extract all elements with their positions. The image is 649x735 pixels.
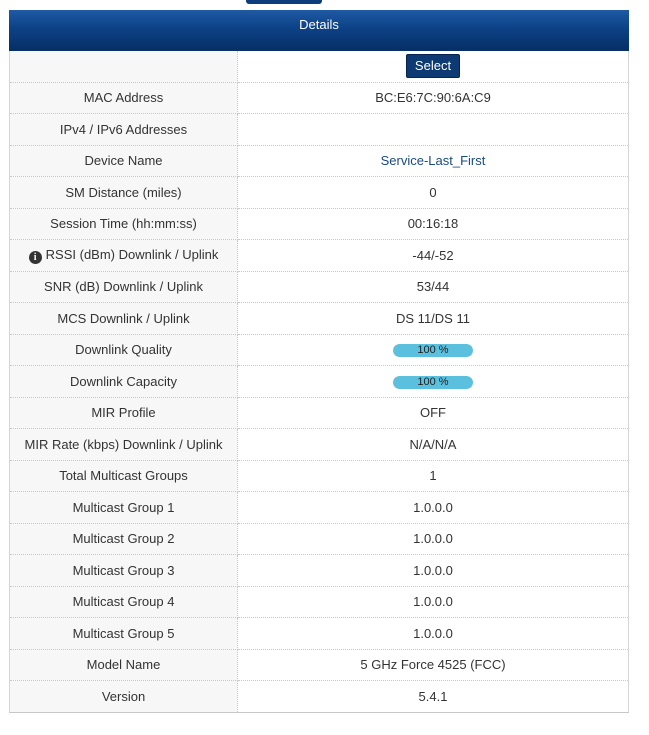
multicast-group-1-value: 1.0.0.0 [237,491,629,524]
table-row: MIR Profile OFF [9,397,629,429]
multicast-group-5-label: Multicast Group 5 [9,617,238,650]
downlink-quality-value: 100 % [417,344,449,357]
device-name-label: Device Name [9,145,238,177]
table-row: Multicast Group 3 1.0.0.0 [9,554,629,587]
ip-addresses-value [237,113,629,146]
downlink-capacity-bar: 100 % [393,375,473,389]
mac-address-label: MAC Address [9,82,238,114]
table-row: MIR Rate (kbps) Downlink / Uplink N/A/N/… [9,428,629,461]
downlink-quality-bar: 100 % [393,344,473,358]
session-time-label: Session Time (hh:mm:ss) [9,208,238,240]
table-row: SM Distance (miles) 0 [9,176,629,209]
total-multicast-label: Total Multicast Groups [9,460,238,492]
multicast-group-2-label: Multicast Group 2 [9,523,238,555]
table-row: i RSSI (dBm) Downlink / Uplink -44/-52 [9,239,629,272]
model-name-value: 5 GHz Force 4525 (FCC) [237,649,629,681]
snr-label: SNR (dB) Downlink / Uplink [9,271,238,303]
label-cell [9,51,238,83]
model-name-label: Model Name [9,649,238,681]
table-row: Downlink Quality 100 % [9,334,629,366]
table-row: Select [9,51,629,83]
mir-profile-value: OFF [237,397,629,429]
rssi-value: -44/-52 [237,239,629,272]
mir-rate-label: MIR Rate (kbps) Downlink / Uplink [9,428,238,461]
multicast-group-1-label: Multicast Group 1 [9,491,238,524]
multicast-group-4-value: 1.0.0.0 [237,586,629,618]
downlink-capacity-fill [393,375,473,389]
downlink-quality-cell: 100 % [237,334,629,366]
device-name-cell: Service-Last_First [237,145,629,177]
ip-addresses-label: IPv4 / IPv6 Addresses [9,113,238,146]
mcs-label: MCS Downlink / Uplink [9,302,238,335]
table-row: MAC Address BC:E6:7C:90:6A:C9 [9,82,629,114]
table-row: SNR (dB) Downlink / Uplink 53/44 [9,271,629,303]
total-multicast-value: 1 [237,460,629,492]
table-row: Multicast Group 2 1.0.0.0 [9,523,629,555]
mir-rate-value: N/A/N/A [237,428,629,461]
top-tab-indicator[interactable] [246,0,322,4]
table-row: Total Multicast Groups 1 [9,460,629,492]
multicast-group-3-label: Multicast Group 3 [9,554,238,587]
rssi-label: RSSI (dBm) Downlink / Uplink [45,246,219,262]
mac-address-value: BC:E6:7C:90:6A:C9 [237,82,629,114]
table-row: Multicast Group 5 1.0.0.0 [9,617,629,650]
mir-profile-label: MIR Profile [9,397,238,429]
info-icon[interactable]: i [28,250,42,264]
value-cell: Select [237,51,629,83]
table-row: Version 5.4.1 [9,680,629,713]
sm-distance-label: SM Distance (miles) [9,176,238,209]
snr-value: 53/44 [237,271,629,303]
details-table: Select MAC Address BC:E6:7C:90:6A:C9 IPv… [9,51,629,713]
multicast-group-4-label: Multicast Group 4 [9,586,238,618]
table-row: Session Time (hh:mm:ss) 00:16:18 [9,208,629,240]
table-row: Downlink Capacity 100 % [9,365,629,398]
table-row: Device Name Service-Last_First [9,145,629,177]
table-row: MCS Downlink / Uplink DS 11/DS 11 [9,302,629,335]
details-panel: Details Select MAC Address BC:E6:7C:90:6… [9,10,629,713]
downlink-capacity-label: Downlink Capacity [9,365,238,398]
mcs-value: DS 11/DS 11 [237,302,629,335]
multicast-group-2-value: 1.0.0.0 [237,523,629,555]
version-label: Version [9,680,238,713]
downlink-capacity-cell: 100 % [237,365,629,398]
multicast-group-3-value: 1.0.0.0 [237,554,629,587]
downlink-quality-label: Downlink Quality [9,334,238,366]
table-row: IPv4 / IPv6 Addresses [9,113,629,146]
table-row: Multicast Group 1 1.0.0.0 [9,491,629,524]
downlink-capacity-value: 100 % [417,375,449,388]
rssi-label-cell: i RSSI (dBm) Downlink / Uplink [9,239,238,272]
version-value: 5.4.1 [237,680,629,713]
downlink-quality-fill [393,344,473,358]
panel-title: Details [299,17,339,32]
select-button[interactable]: Select [405,54,461,79]
device-name-link[interactable]: Service-Last_First [380,153,486,169]
table-row: Model Name 5 GHz Force 4525 (FCC) [9,649,629,681]
panel-header: Details [9,10,629,51]
table-row: Multicast Group 4 1.0.0.0 [9,586,629,618]
multicast-group-5-value: 1.0.0.0 [237,617,629,650]
sm-distance-value: 0 [237,176,629,209]
session-time-value: 00:16:18 [237,208,629,240]
